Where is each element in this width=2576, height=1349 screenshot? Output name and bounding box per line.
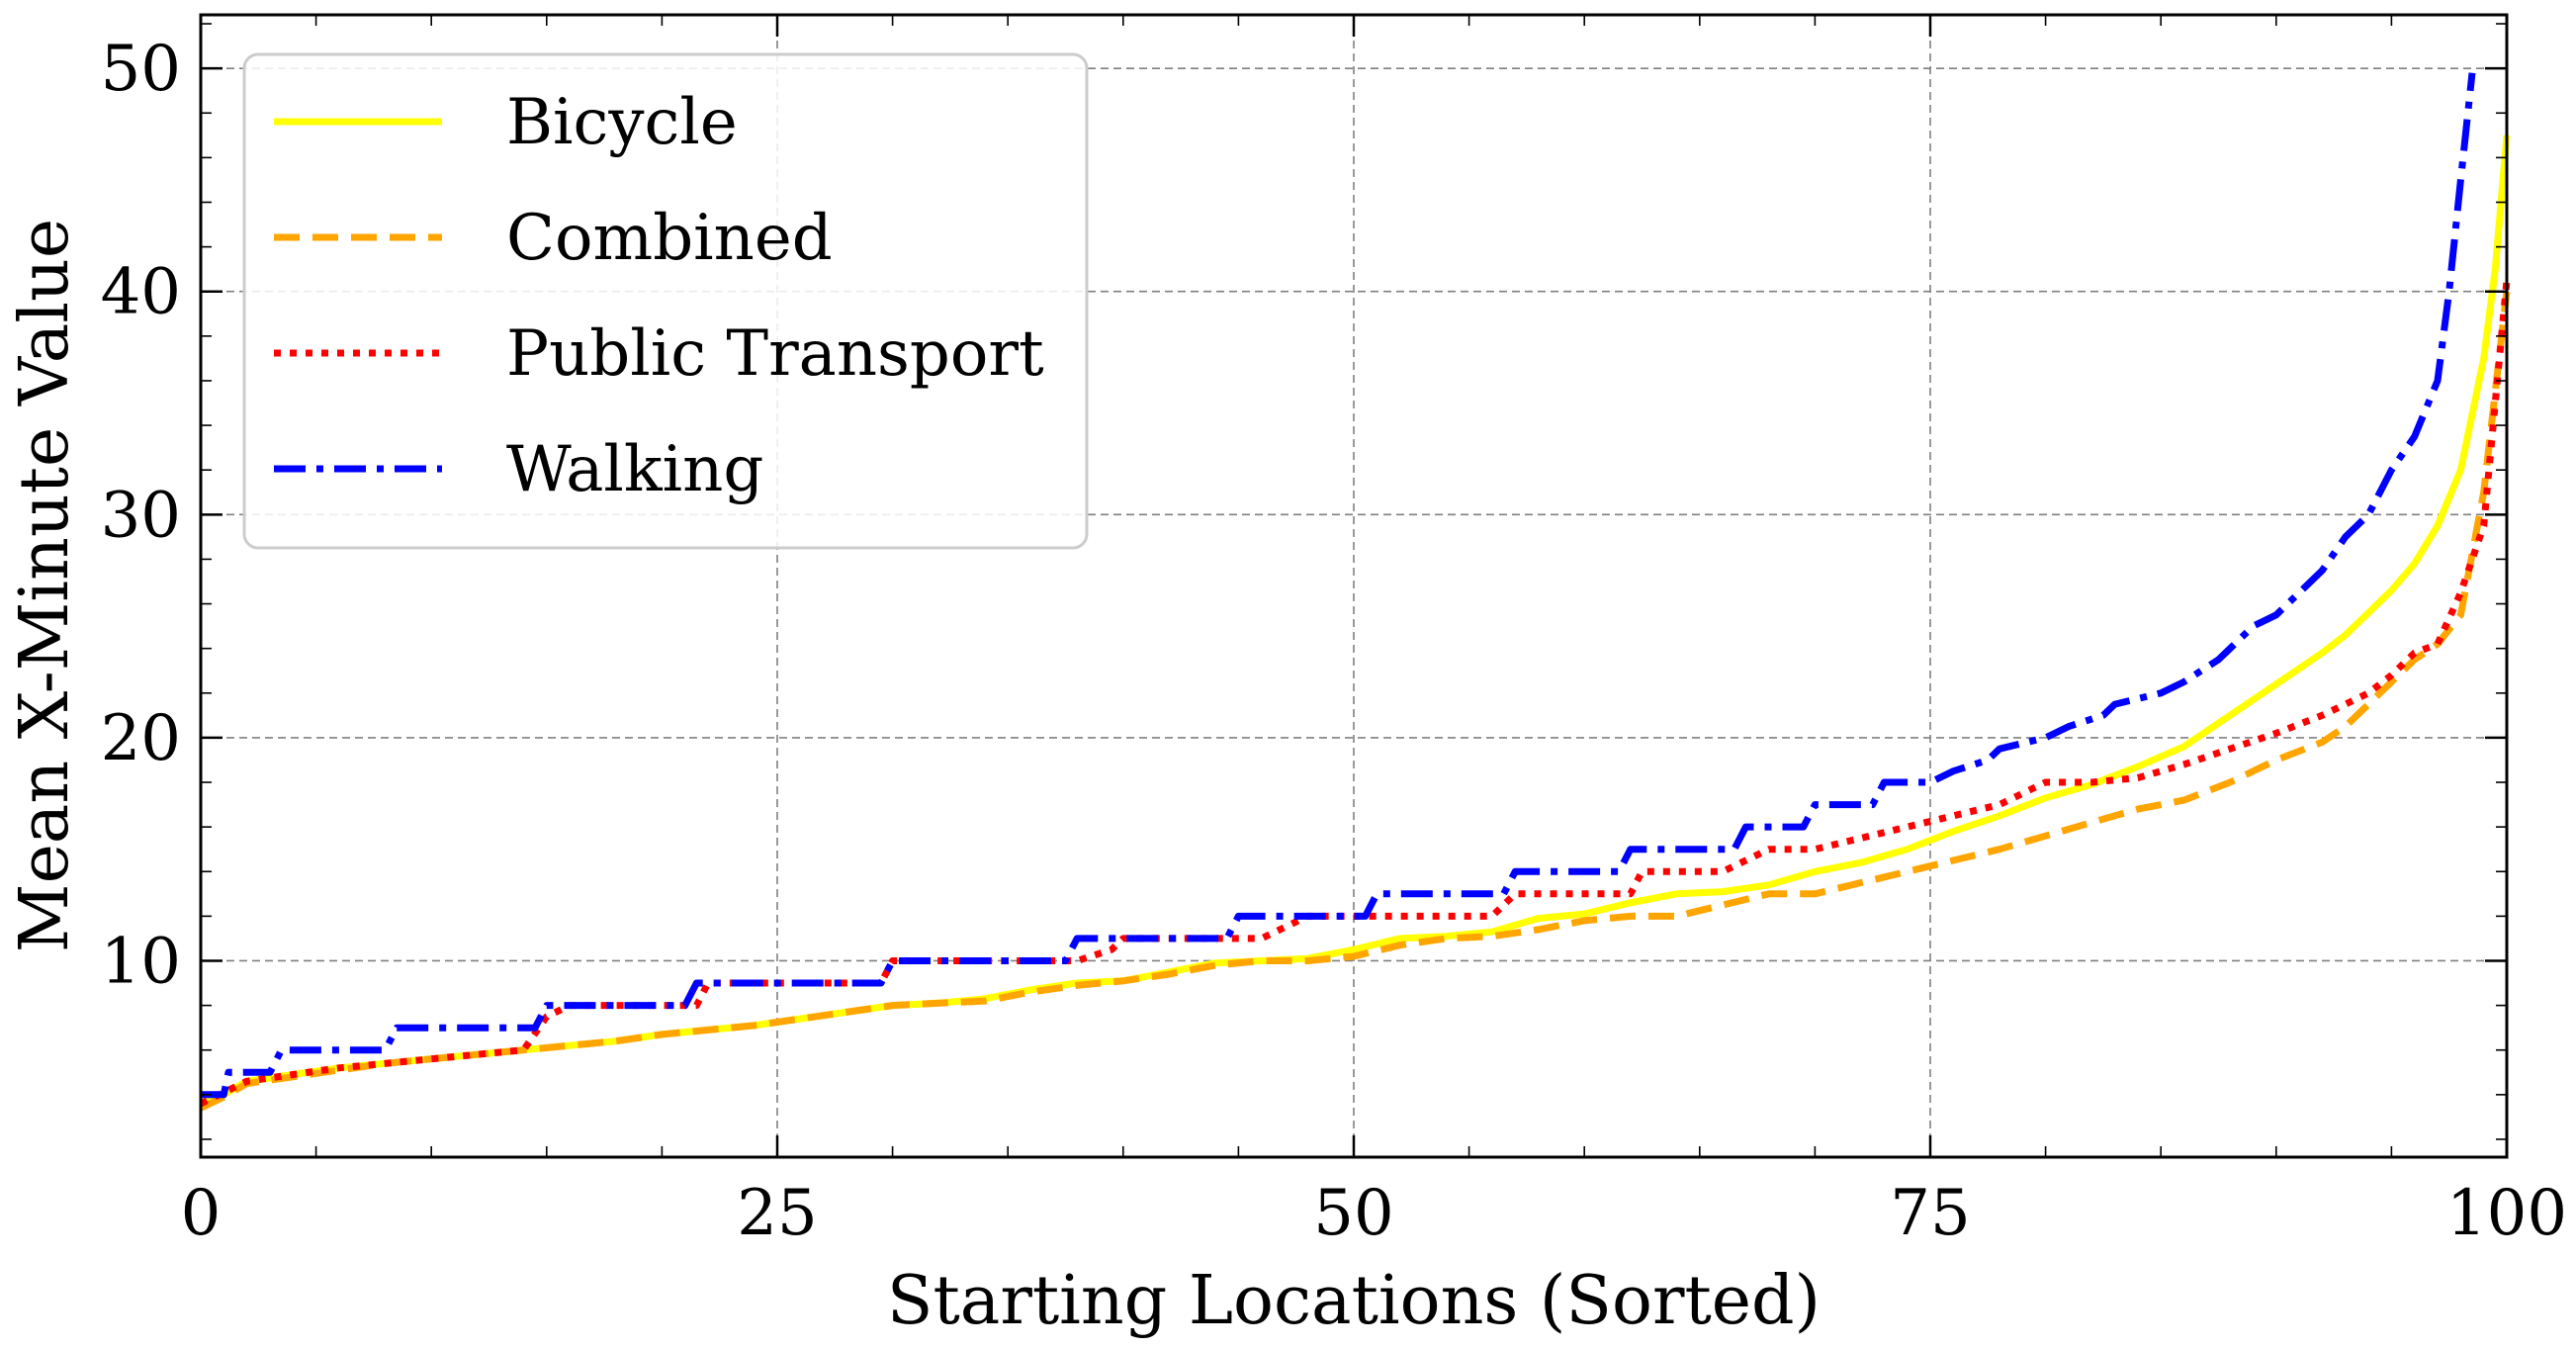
axis-ticks (199, 15, 2509, 1157)
x-tick-label: 100 (2446, 1177, 2567, 1250)
legend-label: Public Transport (506, 317, 1044, 391)
y-tick-label: 30 (101, 479, 181, 552)
legend-box (242, 52, 1089, 550)
legend-label: Bicycle (506, 86, 738, 159)
y-tick-label: 20 (101, 702, 181, 775)
x-tick-label: 0 (181, 1177, 222, 1250)
y-tick-label: 50 (101, 33, 181, 106)
y-tick-label: 10 (101, 925, 181, 998)
series-line-walking (201, 72, 2476, 1099)
y-axis-title: Mean X-Minute Value (6, 219, 84, 952)
legend-label: Combined (506, 202, 833, 275)
series-lines (199, 72, 2511, 1112)
x-axis-title: Starting Locations (Sorted) (887, 1262, 1821, 1340)
tick-labels: 0 25 50 75 100 10 20 30 40 50 (101, 33, 2568, 1250)
legend: Bicycle Combined Public Transport Walking (242, 52, 1089, 550)
x-tick-label: 75 (1890, 1177, 1970, 1250)
x-tick-label: 25 (737, 1177, 817, 1250)
legend-label: Walking (506, 433, 763, 506)
x-tick-label: 50 (1313, 1177, 1393, 1250)
grid (201, 15, 2507, 1157)
series-line-combined (199, 291, 2511, 1112)
y-tick-label: 40 (101, 256, 181, 329)
